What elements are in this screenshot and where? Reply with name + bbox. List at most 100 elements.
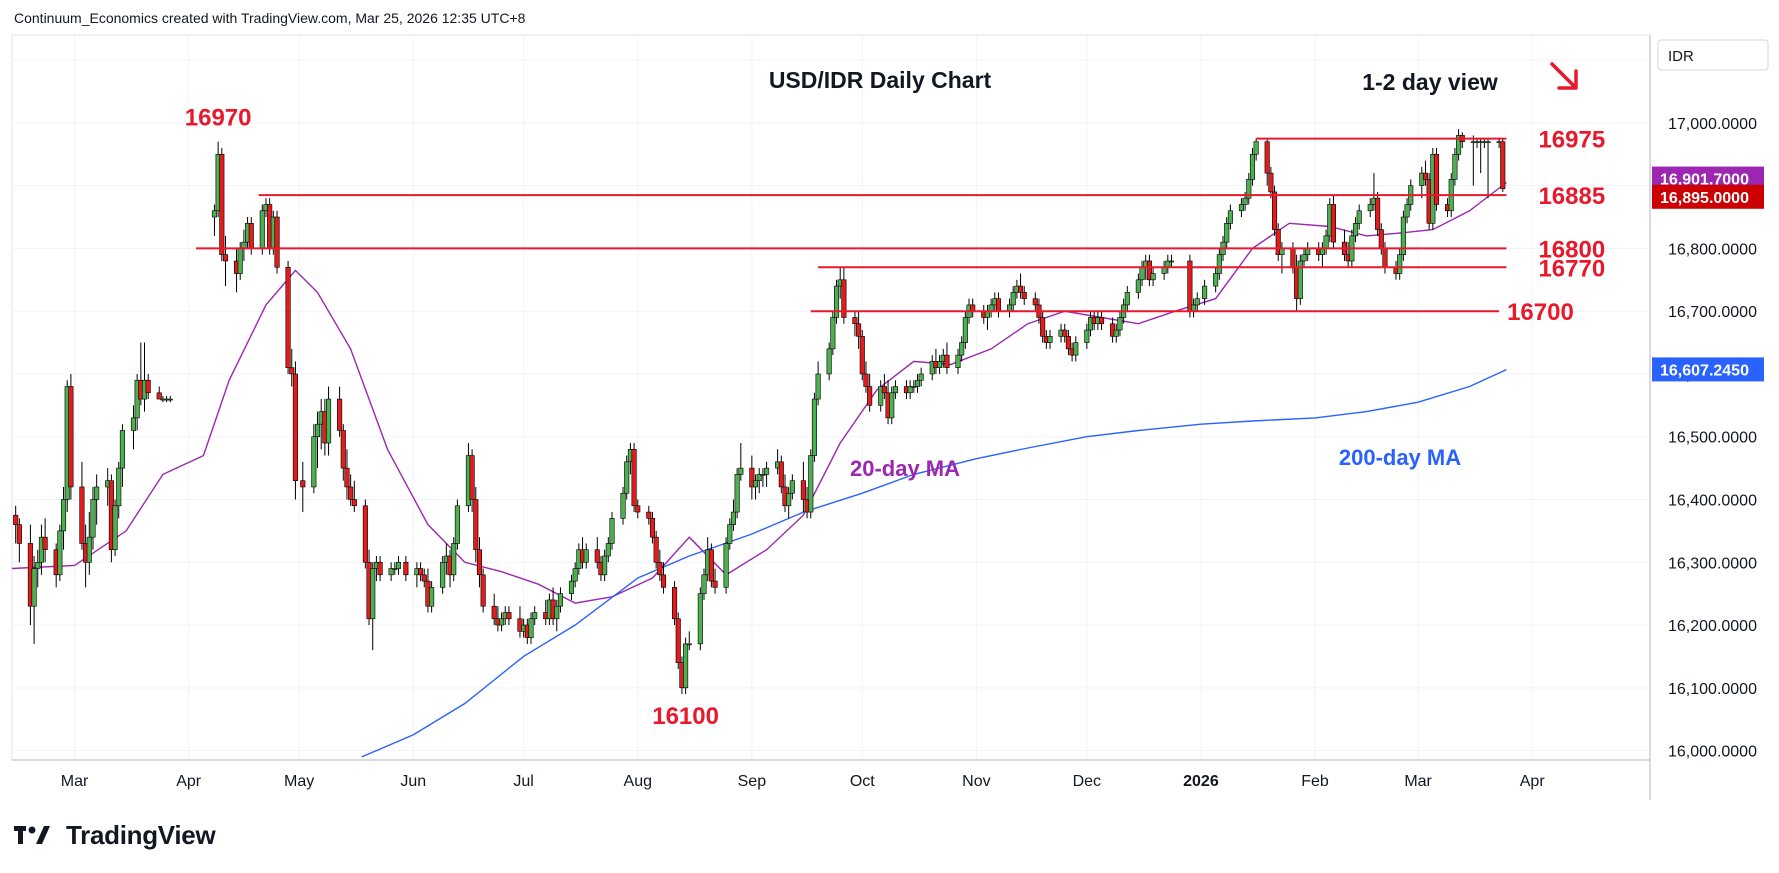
candle-up: [1194, 292, 1200, 312]
candle-up: [1367, 198, 1373, 218]
currency-label: IDR: [1668, 48, 1694, 65]
candle-up: [1356, 204, 1362, 230]
x-tick-label: Jun: [400, 773, 426, 790]
candle-down: [421, 568, 427, 588]
candle-up: [1400, 210, 1406, 261]
candle-down: [68, 373, 74, 500]
candle-up: [112, 499, 118, 556]
candle-up: [1168, 254, 1175, 268]
candle-up: [738, 443, 744, 481]
candle-up: [1047, 330, 1053, 349]
x-tick-label: Apr: [176, 773, 202, 790]
candle-up: [1227, 204, 1233, 230]
candle-down: [635, 499, 641, 519]
candle-up: [1117, 311, 1123, 337]
down-arrow-icon: [1550, 62, 1578, 90]
candle-down: [1330, 195, 1336, 249]
candle-up: [130, 405, 137, 450]
candle-down: [1098, 311, 1105, 331]
candle-up: [907, 380, 913, 400]
candle-up: [326, 386, 332, 456]
candle-down: [1065, 330, 1071, 356]
tradingview-logo[interactable]: TradingView: [14, 820, 216, 850]
candle-down: [1021, 286, 1027, 305]
price-tag-red: [1652, 184, 1764, 209]
y-tick-label: 16,800.0000: [1668, 241, 1757, 258]
candle-up: [686, 631, 692, 651]
candle-up: [1010, 286, 1016, 312]
candle-up: [756, 468, 762, 494]
candle-up: [440, 555, 446, 594]
currency-box[interactable]: [1657, 39, 1769, 71]
candle-up: [1253, 138, 1259, 161]
candle-down: [778, 455, 784, 494]
candle-down: [1500, 138, 1506, 192]
candle-down: [348, 474, 354, 506]
candle-up: [392, 562, 398, 575]
candle-down: [594, 537, 600, 569]
candle-up: [1113, 323, 1119, 343]
candle-down: [1018, 273, 1024, 299]
candle-up: [583, 543, 589, 569]
candle-up: [1456, 129, 1462, 161]
candle-up: [937, 355, 943, 374]
candle-up: [1135, 273, 1141, 299]
candle-up: [86, 512, 92, 575]
candle-up: [451, 537, 457, 582]
candle-down: [219, 147, 225, 261]
candle-down: [285, 260, 291, 374]
candle-up: [1352, 217, 1359, 243]
candle-up: [760, 468, 766, 487]
candle-down: [852, 311, 858, 337]
candle-down: [944, 342, 950, 374]
candle-up: [727, 518, 733, 550]
candle-down: [712, 568, 718, 594]
candle-down: [749, 455, 755, 500]
candle-up: [314, 411, 321, 469]
candle-down: [1433, 147, 1440, 211]
candle-down: [344, 449, 350, 500]
candle-down: [222, 235, 229, 287]
x-tick-label: Jul: [513, 773, 533, 790]
candle-down: [657, 549, 663, 582]
candle-up: [1124, 286, 1130, 312]
candle-up: [815, 361, 821, 406]
candle-up: [1485, 138, 1491, 199]
candle-up: [683, 637, 689, 695]
candle-up: [532, 606, 538, 626]
y-tick-label: 17,000.0000: [1668, 116, 1757, 133]
candle-up: [918, 367, 924, 387]
candle-up: [554, 599, 560, 632]
y-tick-label: 16,500.0000: [1668, 430, 1757, 447]
candle-down: [1271, 185, 1278, 236]
candle-down: [672, 581, 678, 626]
candle-up: [1452, 147, 1458, 186]
candle-up: [730, 499, 737, 531]
candle-up: [370, 562, 376, 651]
candle-up: [914, 373, 921, 393]
candle-down: [491, 593, 497, 626]
candle-down: [1032, 292, 1038, 312]
candle-down: [1264, 138, 1270, 186]
candle-up: [609, 512, 615, 550]
plot-area: [11, 34, 1651, 761]
candle-up: [1246, 173, 1252, 205]
price-tag-label: 16,607.2450: [1660, 362, 1749, 379]
candle-down: [1375, 191, 1381, 236]
candle-down: [476, 537, 483, 588]
candle-up: [808, 449, 814, 519]
x-tick-label: 2026: [1183, 773, 1219, 790]
candle-up: [697, 587, 703, 651]
candle-down: [1062, 323, 1068, 343]
candle-up: [789, 474, 795, 500]
level-label-16800: 16800: [1538, 236, 1605, 263]
candle-up: [1150, 267, 1156, 287]
candle-up: [826, 342, 832, 381]
candle-up: [568, 574, 575, 600]
candle-up: [878, 380, 884, 412]
candle-up: [1202, 279, 1208, 305]
candle-up: [752, 474, 759, 500]
x-tick-label: Dec: [1073, 773, 1101, 790]
candle-up: [167, 395, 173, 403]
